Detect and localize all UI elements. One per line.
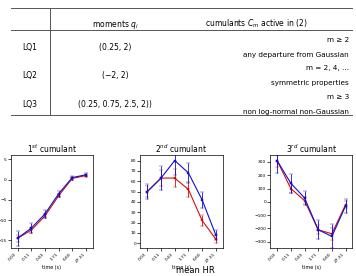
Text: m = 2, 4, …: m = 2, 4, … xyxy=(306,65,349,71)
Text: LQ3: LQ3 xyxy=(22,100,37,109)
Title: 1$^{st}$ cumulant: 1$^{st}$ cumulant xyxy=(27,142,77,155)
Text: mean HR: mean HR xyxy=(177,266,215,275)
Title: 2$^{nd}$ cumulant: 2$^{nd}$ cumulant xyxy=(156,142,208,155)
Text: LQ2: LQ2 xyxy=(22,71,37,80)
Title: 3$^{rd}$ cumulant: 3$^{rd}$ cumulant xyxy=(286,142,337,155)
X-axis label: time (s): time (s) xyxy=(42,265,61,270)
Text: (−2, 2): (−2, 2) xyxy=(101,71,128,80)
Text: LQ1: LQ1 xyxy=(22,43,37,52)
Text: cumulants $C_m$ active in (2): cumulants $C_m$ active in (2) xyxy=(205,18,308,30)
Text: (0.25, 2): (0.25, 2) xyxy=(99,43,131,52)
Text: moments $q_i$: moments $q_i$ xyxy=(91,18,138,31)
Text: any departure from Gaussian: any departure from Gaussian xyxy=(244,52,349,58)
Text: (0.25, 0.75, 2.5, 2)): (0.25, 0.75, 2.5, 2)) xyxy=(78,100,152,109)
Text: non log-normal non-Gaussian: non log-normal non-Gaussian xyxy=(243,109,349,115)
X-axis label: time (s): time (s) xyxy=(172,265,191,270)
Text: m ≥ 2: m ≥ 2 xyxy=(327,37,349,43)
X-axis label: time (s): time (s) xyxy=(302,265,321,270)
Text: m ≥ 3: m ≥ 3 xyxy=(327,94,349,100)
Text: symmetric properties: symmetric properties xyxy=(271,80,349,86)
